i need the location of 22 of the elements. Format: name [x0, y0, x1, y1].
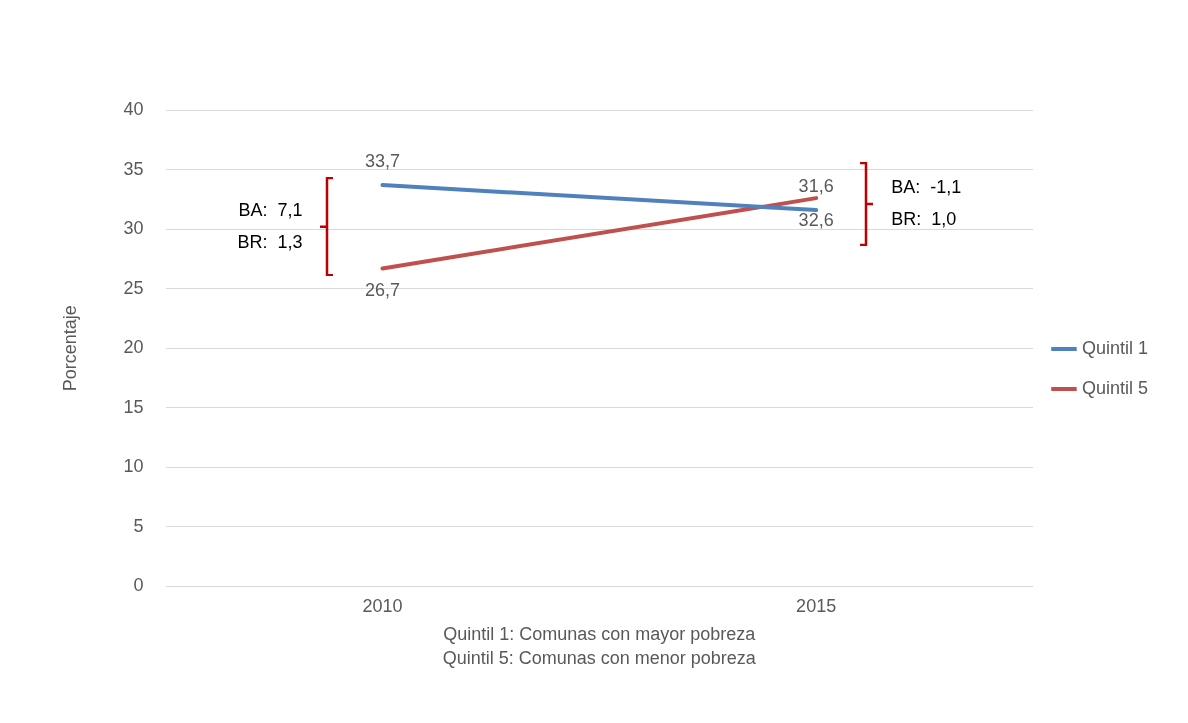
annotation: BA: -1,1 BR: 1,0 — [891, 177, 962, 230]
data-label: 26,7 — [364, 280, 400, 301]
y-tick-label: 0 — [133, 575, 144, 596]
legend-label: Quintil 1 — [1081, 337, 1149, 358]
y-axis-title: Porcentaje — [59, 305, 80, 392]
y-tick-label: 15 — [123, 396, 144, 417]
y-tick-label: 40 — [123, 98, 144, 119]
y-tick-label: 20 — [123, 337, 144, 358]
annotation: BA: 7,1 BR: 1,3 — [237, 199, 303, 252]
data-label: 31,6 — [798, 176, 834, 197]
y-tick-label: 30 — [123, 218, 144, 239]
text: Quintil 1: Comunas con mayor pobreza — [443, 624, 757, 645]
y-tick-label: 25 — [123, 277, 144, 298]
y-tick-label: 35 — [123, 158, 144, 179]
x-tick-label: 2015 — [796, 596, 837, 617]
text: Quintil 5: Comunas con menor pobreza — [442, 648, 757, 669]
data-label: 32,6 — [798, 210, 834, 231]
x-tick-label: 2010 — [362, 596, 403, 617]
y-tick-label: 5 — [133, 515, 144, 536]
legend-label: Quintil 5 — [1081, 377, 1149, 398]
data-label: 33,7 — [364, 151, 400, 171]
y-tick-label: 10 — [123, 456, 144, 477]
